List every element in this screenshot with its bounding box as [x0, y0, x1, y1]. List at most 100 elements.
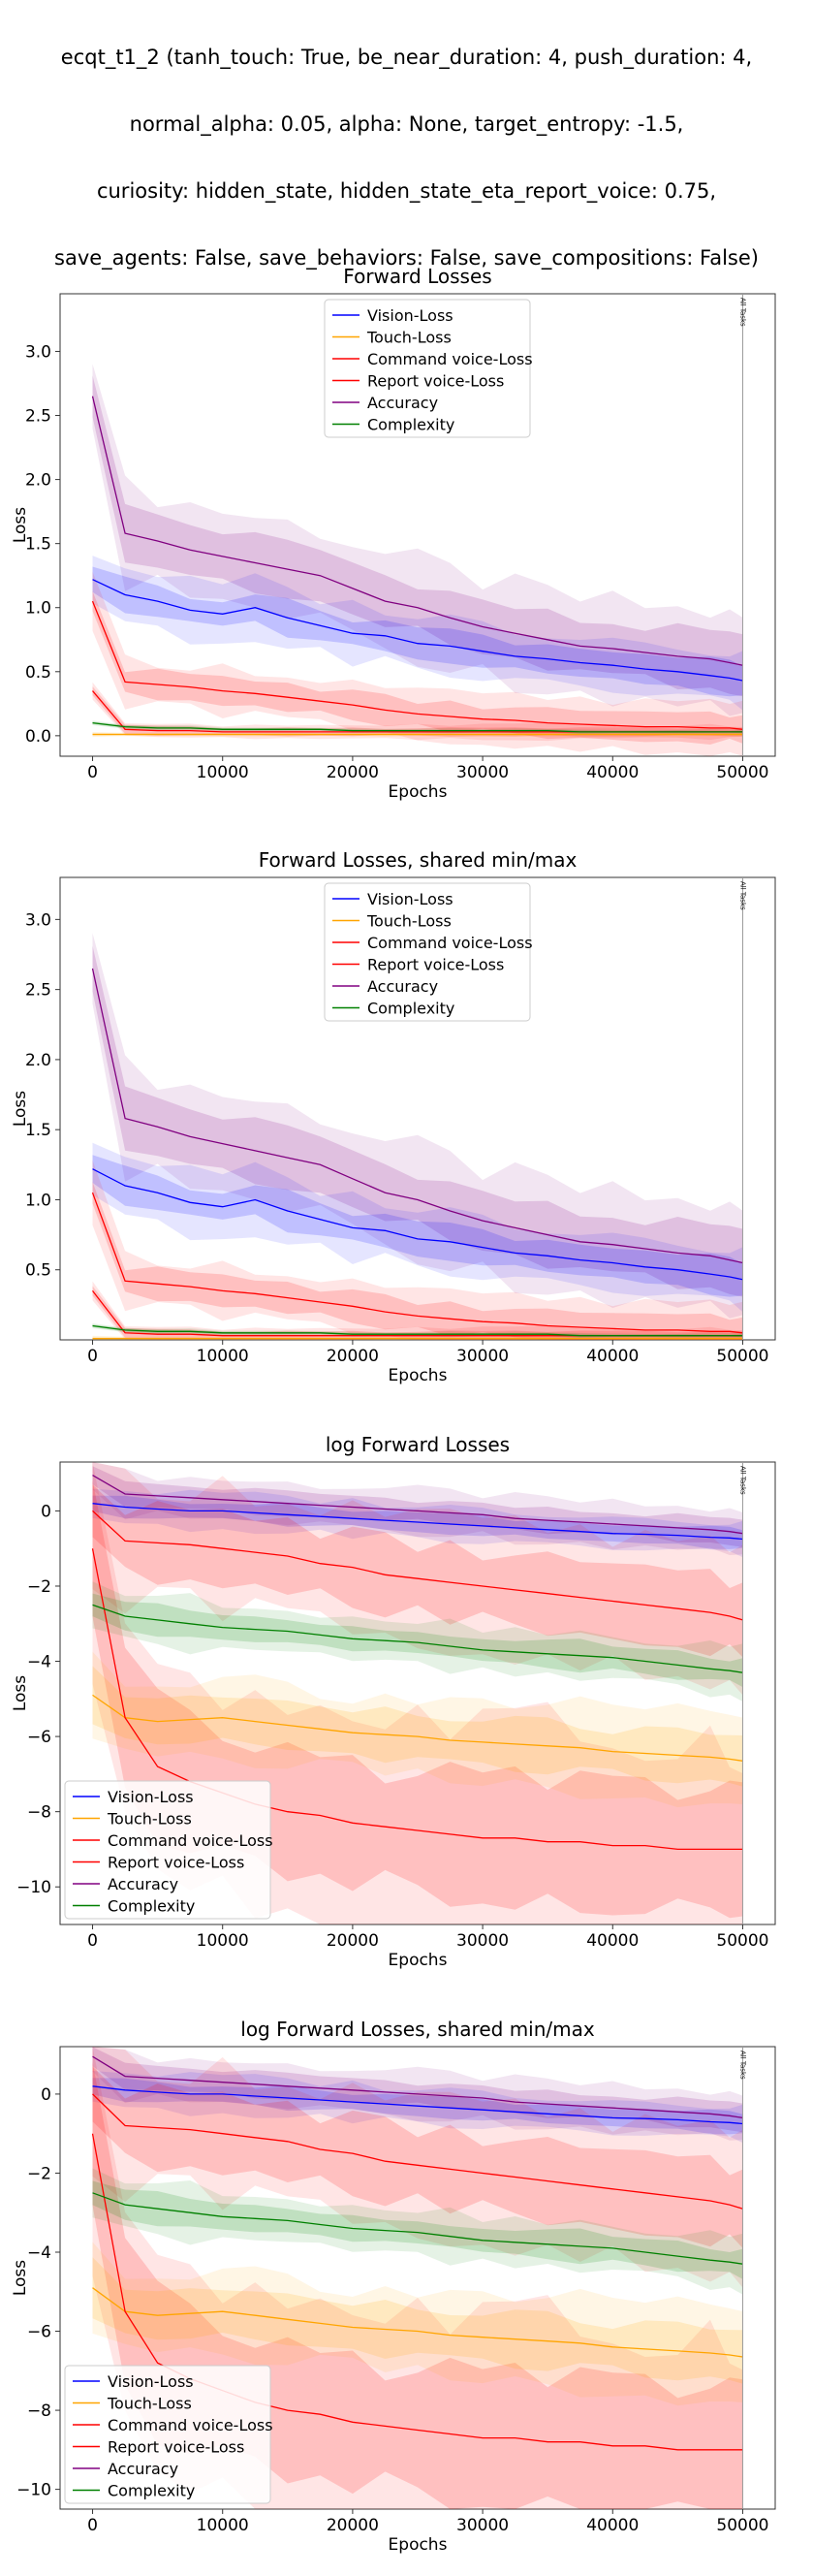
band-complexity: [92, 1593, 743, 1688]
y-tick-label: −10: [16, 1878, 51, 1897]
x-tick-label: 10000: [197, 2516, 249, 2535]
y-tick-label: −6: [27, 1728, 51, 1747]
x-tick-label: 40000: [586, 2516, 639, 2535]
y-tick-label: 2.0: [25, 471, 51, 491]
legend-label-accuracy: Accuracy: [367, 394, 438, 412]
legend-label-complexity: Complexity: [108, 2482, 195, 2500]
band-vision: [92, 2071, 743, 2144]
band-accuracy: [92, 933, 743, 1319]
x-tick-label: 0: [87, 1347, 98, 1366]
legend: Vision-Loss Touch-Loss Command voice-Loss R…: [64, 2365, 273, 2504]
band-vision: [92, 1488, 743, 1558]
y-tick-label: 1.0: [25, 599, 51, 619]
y-tick-label: −10: [16, 2481, 51, 2500]
x-tick-label: 30000: [456, 1347, 509, 1366]
y-axis-label: Loss: [11, 1675, 30, 1711]
vline-label: All Tasks: [738, 881, 746, 910]
y-tick-label: −8: [27, 1803, 51, 1823]
legend-label-vision: Vision-Loss: [367, 890, 453, 908]
legend-label-complexity: Complexity: [367, 1000, 454, 1018]
band-complexity: [92, 1323, 743, 1339]
band-report: [92, 1182, 743, 1340]
chart-title: Forward Losses, shared min/max: [259, 848, 578, 872]
legend-label-report: Report voice-Loss: [367, 956, 504, 974]
chart-title: log Forward Losses: [326, 1433, 510, 1456]
vline-label: All Tasks: [738, 1466, 746, 1495]
band-complexity: [92, 721, 743, 734]
y-tick-label: 3.0: [25, 342, 51, 362]
band-complexity: [92, 2180, 743, 2279]
series-line-complexity: [92, 2192, 743, 2265]
x-tick-label: 10000: [197, 1931, 249, 1951]
band-vision: [92, 1155, 743, 1297]
legend-label-accuracy: Accuracy: [367, 977, 438, 996]
y-tick-label: 2.5: [25, 407, 51, 427]
x-tick-label: 10000: [197, 1347, 249, 1366]
series-line-touch: [92, 1694, 743, 1762]
x-tick-label: 40000: [586, 1347, 639, 1366]
legend: Vision-Loss Touch-Loss Command voice-Loss R…: [324, 882, 533, 1022]
band-accuracy: [92, 375, 743, 697]
y-axis-label: Loss: [11, 2260, 30, 2296]
legend-box: [64, 2365, 271, 2504]
band-complexity: [92, 2168, 743, 2295]
chart-forward-losses: Forward Losses All Tasks 0 10000 20000 30000 4…: [11, 265, 776, 802]
y-tick-label: 3.0: [25, 910, 51, 930]
band-report: [92, 1160, 743, 1340]
y-tick-label: 2.5: [25, 981, 51, 1001]
legend-label-vision: Vision-Loss: [367, 306, 453, 325]
series-line-vision: [92, 2085, 743, 2125]
series-line-report: [92, 2093, 743, 2210]
band-report: [92, 571, 743, 756]
band-complexity: [92, 1324, 743, 1338]
band-report: [92, 1484, 743, 1658]
y-tick-label: −4: [27, 1653, 51, 1672]
legend-label-accuracy: Accuracy: [108, 1875, 178, 1893]
legend-label-touch: Touch-Loss: [366, 329, 452, 347]
y-tick-label: 0: [41, 1502, 51, 1521]
x-tick-label: 40000: [586, 1931, 639, 1951]
suptitle-line: save_agents: False, save_behaviors: Fals…: [54, 246, 759, 270]
x-tick-label: 30000: [456, 1931, 509, 1951]
band-accuracy: [92, 945, 743, 1297]
legend: Vision-Loss Touch-Loss Command voice-Loss R…: [64, 1780, 273, 1920]
legend-label-command: Command voice-Loss: [367, 934, 533, 952]
figure-suptitle: ecqt_t1_2 (tanh_touch: True, be_near_dur…: [0, 2, 813, 292]
x-tick-label: 20000: [327, 1931, 379, 1951]
legend-box: [64, 1780, 271, 1920]
chart-forward-losses-shared: Forward Losses, shared min/max All Tasks 0…: [11, 848, 776, 1385]
legend-label-complexity: Complexity: [108, 1897, 195, 1916]
y-tick-label: −2: [27, 1577, 51, 1597]
chart-log-forward-losses-shared: log Forward Losses, shared min/max All Ta…: [11, 2018, 776, 2555]
vline-label: All Tasks: [738, 298, 746, 327]
y-tick-label: −2: [27, 2164, 51, 2183]
band-complexity: [92, 1581, 743, 1702]
x-tick-label: 10000: [197, 763, 249, 782]
chart-title: log Forward Losses, shared min/max: [240, 2018, 595, 2041]
legend-label-command: Command voice-Loss: [108, 2416, 273, 2434]
x-tick-label: 50000: [716, 1931, 768, 1951]
y-tick-label: 1.0: [25, 1191, 51, 1210]
y-tick-label: −8: [27, 2401, 51, 2421]
chart-title: Forward Losses: [343, 265, 491, 288]
legend-box: [324, 299, 531, 438]
series-line-accuracy: [92, 1475, 743, 1535]
series-line-report: [91, 600, 743, 730]
series-line-accuracy: [91, 396, 743, 666]
x-axis-label: Epochs: [389, 1366, 448, 1385]
legend: Vision-Loss Touch-Loss Command voice-Loss R…: [324, 299, 533, 438]
band-touch: [92, 1651, 743, 1808]
x-tick-label: 0: [87, 1931, 98, 1951]
x-tick-label: 50000: [716, 763, 768, 782]
x-tick-label: 20000: [327, 763, 379, 782]
legend-label-command: Command voice-Loss: [367, 350, 533, 368]
series-line-accuracy: [92, 2055, 743, 2119]
legend-label-vision: Vision-Loss: [108, 2372, 194, 2391]
band-accuracy: [92, 1466, 743, 1547]
legend-label-report: Report voice-Loss: [108, 1854, 244, 1872]
x-tick-label: 20000: [327, 1347, 379, 1366]
series-line-vision: [92, 1503, 743, 1541]
x-axis-label: Epochs: [389, 1951, 448, 1970]
legend-label-vision: Vision-Loss: [108, 1788, 194, 1806]
x-tick-label: 40000: [586, 763, 639, 782]
